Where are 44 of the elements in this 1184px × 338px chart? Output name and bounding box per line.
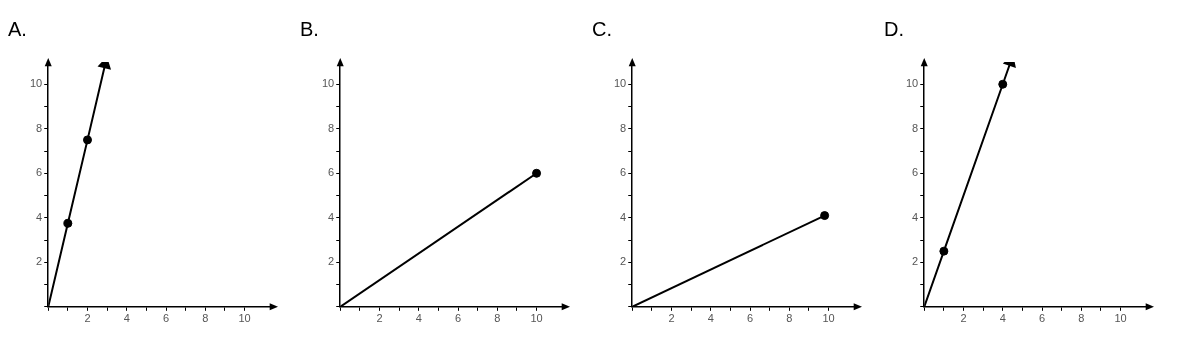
x-tick-label: 6 <box>746 312 754 325</box>
chart-title: B. <box>300 17 320 42</box>
x-tick-label: 2 <box>376 312 383 325</box>
y-tick-label: 8 <box>912 121 919 134</box>
x-tick-label: 10 <box>238 312 251 325</box>
x-tick-label: 4 <box>415 312 422 325</box>
y-tick-label: 4 <box>36 210 43 223</box>
y-tick-label: 2 <box>328 255 335 268</box>
x-tick-label: 8 <box>202 312 209 325</box>
y-tick-label: 2 <box>36 255 43 268</box>
chart-title: A. <box>8 17 28 42</box>
y-tick-label: 10 <box>905 77 919 90</box>
y-tick-label: 6 <box>36 166 43 179</box>
x-tick-label: 6 <box>454 312 462 325</box>
x-tick-label: 10 <box>530 312 543 325</box>
x-tick-label: 8 <box>1078 312 1085 325</box>
y-tick-label: 6 <box>328 166 335 179</box>
chart-title: C. <box>592 17 613 42</box>
y-tick-label: 10 <box>613 77 627 90</box>
y-tick-label: 6 <box>620 166 627 179</box>
x-tick-label: 2 <box>84 312 91 325</box>
y-tick-label: 10 <box>321 77 335 90</box>
y-tick-label: 8 <box>620 121 627 134</box>
x-tick-label: 10 <box>1114 312 1127 325</box>
y-tick-label: 8 <box>328 121 335 134</box>
chart-title: D. <box>884 17 905 42</box>
x-tick-label: 8 <box>494 312 501 325</box>
y-tick-label: 4 <box>328 210 335 223</box>
x-tick-label: 10 <box>822 312 835 325</box>
y-tick-label: 4 <box>912 210 919 223</box>
y-tick-label: 2 <box>912 255 919 268</box>
y-tick-label: 8 <box>36 121 43 134</box>
x-tick-label: 6 <box>162 312 170 325</box>
y-tick-label: 6 <box>912 166 919 179</box>
y-tick-label: 2 <box>620 255 627 268</box>
x-tick-label: 2 <box>668 312 675 325</box>
x-tick-label: 4 <box>123 312 130 325</box>
x-tick-label: 6 <box>1038 312 1046 325</box>
x-tick-label: 4 <box>707 312 714 325</box>
x-tick-label: 4 <box>999 312 1006 325</box>
y-tick-label: 4 <box>620 210 627 223</box>
y-tick-label: 10 <box>29 77 43 90</box>
x-tick-label: 8 <box>786 312 793 325</box>
x-tick-label: 2 <box>960 312 967 325</box>
